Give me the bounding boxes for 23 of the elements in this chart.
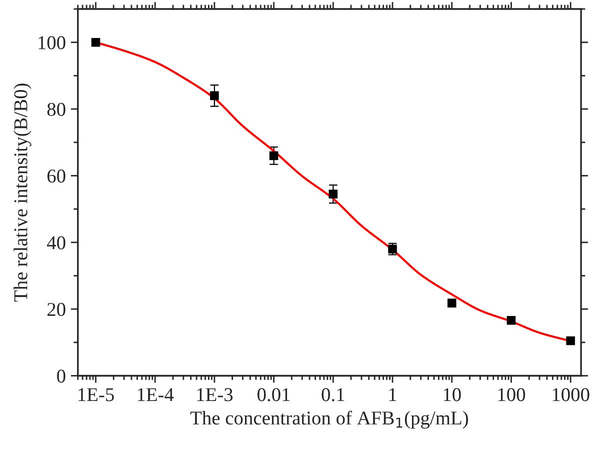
x-tick-label: 1E-4	[138, 388, 174, 402]
y-tick-label: 0	[57, 370, 66, 383]
point	[447, 298, 456, 308]
x-axis-title: The concentration of AFB$_{1}$(pg/mL)	[190, 410, 468, 429]
y-axis-title: The relative intensity(B/B0)	[14, 84, 32, 302]
y-tick-label: 80	[47, 102, 66, 116]
point	[506, 316, 516, 325]
x-tick-label: 1E-5	[78, 388, 114, 402]
point	[210, 91, 219, 100]
x-tick-label: 10	[444, 388, 461, 402]
point	[566, 336, 575, 346]
x-tick-label: 1000	[552, 388, 590, 402]
x-tick-label: 0.1	[322, 388, 344, 402]
x-tick-label: 1E-3	[197, 388, 233, 402]
y-tick-label: 20	[47, 302, 66, 316]
point	[328, 190, 338, 198]
x-tick-label: 0.01	[258, 388, 290, 402]
y-tick-label: 40	[47, 236, 66, 250]
point	[269, 151, 278, 160]
x-tick-label: 100	[498, 388, 526, 402]
y-tick-label: 60	[47, 170, 66, 183]
y-tick-label: 100	[38, 36, 66, 50]
x-tick-label: 1	[389, 388, 396, 402]
